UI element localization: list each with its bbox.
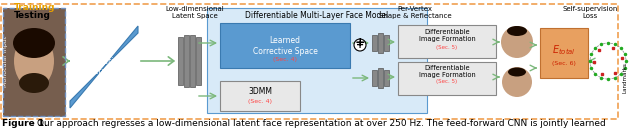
- Bar: [3, 8, 65, 116]
- Bar: [1, 4, 618, 119]
- Text: Low-dimensional
Latent Space: Low-dimensional Latent Space: [166, 6, 225, 19]
- Bar: [220, 23, 350, 68]
- Text: (Sec. 6): (Sec. 6): [552, 61, 576, 65]
- Text: 3DMM: 3DMM: [248, 86, 272, 95]
- Text: Deep
Convolutional
Network: Deep Convolutional Network: [77, 46, 131, 76]
- Ellipse shape: [508, 68, 526, 76]
- Ellipse shape: [13, 28, 55, 58]
- Text: Learned
Corrective Space: Learned Corrective Space: [253, 36, 317, 56]
- Text: Differentiable Multi-Layer Face Model: Differentiable Multi-Layer Face Model: [245, 11, 388, 20]
- Bar: [378, 33, 383, 53]
- Text: Differentiable
Image Formation: Differentiable Image Formation: [419, 65, 476, 78]
- Bar: [398, 62, 496, 95]
- Bar: [184, 35, 189, 87]
- Circle shape: [354, 39, 366, 51]
- Bar: [190, 35, 195, 87]
- Text: Per-Vertex
Shape & Reflectance: Per-Vertex Shape & Reflectance: [379, 6, 451, 19]
- Text: (Sec. 5): (Sec. 5): [436, 45, 458, 49]
- Bar: [3, 8, 65, 116]
- Text: Figure 1.: Figure 1.: [2, 119, 47, 128]
- Text: (Sec. 5): (Sec. 5): [436, 80, 458, 84]
- Bar: [384, 70, 389, 86]
- Circle shape: [502, 67, 532, 97]
- Text: (Sec. 4): (Sec. 4): [273, 57, 297, 63]
- Ellipse shape: [507, 26, 527, 36]
- Circle shape: [501, 26, 533, 58]
- Text: +: +: [356, 40, 364, 50]
- Bar: [3, 8, 65, 116]
- Bar: [3, 8, 65, 116]
- Bar: [378, 68, 383, 88]
- Bar: [372, 35, 377, 51]
- Bar: [207, 8, 427, 113]
- Text: Differentiable
Image Formation: Differentiable Image Formation: [419, 30, 476, 43]
- Ellipse shape: [19, 73, 49, 93]
- Text: Self-supervision
Loss: Self-supervision Loss: [563, 6, 618, 19]
- Bar: [398, 25, 496, 58]
- Text: $E_{total}$: $E_{total}$: [552, 43, 576, 57]
- Text: +: +: [355, 36, 365, 49]
- Polygon shape: [70, 26, 138, 108]
- Bar: [372, 70, 377, 86]
- Bar: [220, 81, 300, 111]
- Text: (Sec. 4): (Sec. 4): [248, 99, 272, 105]
- Bar: [540, 28, 588, 78]
- Text: Testing: Testing: [14, 11, 51, 20]
- Bar: [196, 37, 201, 85]
- Text: Our approach regresses a low-dimensional latent face representation at over 250 : Our approach regresses a low-dimensional…: [37, 119, 605, 128]
- Bar: [384, 35, 389, 51]
- Ellipse shape: [14, 34, 54, 88]
- Text: Landmarks: Landmarks: [623, 63, 627, 93]
- Text: Monocular Input: Monocular Input: [3, 35, 8, 87]
- Bar: [178, 37, 183, 85]
- Text: Training: Training: [14, 3, 56, 11]
